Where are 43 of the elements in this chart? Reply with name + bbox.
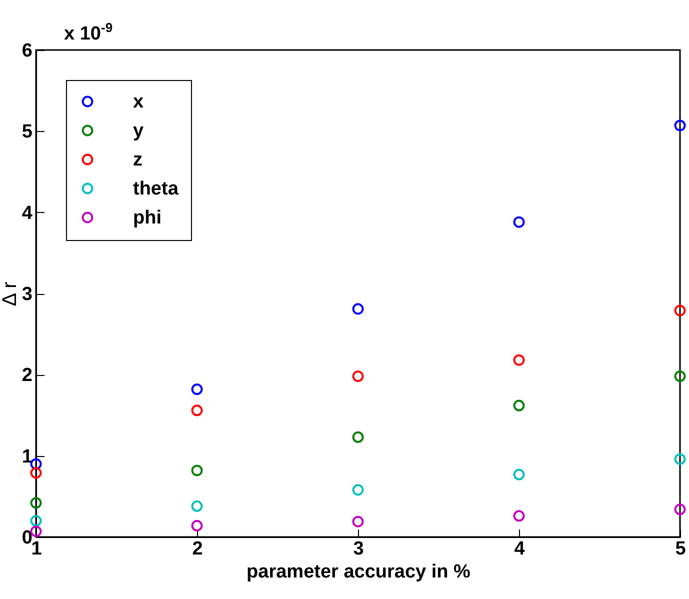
point bbox=[674, 453, 686, 465]
point bbox=[30, 458, 42, 470]
point bbox=[191, 384, 203, 396]
y-tick-label: 3 bbox=[22, 284, 32, 305]
point bbox=[352, 484, 364, 496]
y-tick-label: 6 bbox=[22, 40, 32, 62]
x-tick-label: 5 bbox=[675, 538, 686, 560]
point bbox=[513, 354, 525, 366]
point bbox=[513, 400, 525, 412]
legend-label: z bbox=[133, 150, 142, 170]
y-tick-label: 4 bbox=[22, 202, 33, 224]
legend-label: y bbox=[133, 120, 144, 142]
point bbox=[674, 504, 686, 516]
x-tick-label: 2 bbox=[192, 538, 203, 560]
point bbox=[352, 516, 364, 528]
point bbox=[513, 510, 525, 522]
point bbox=[191, 520, 203, 532]
text: x 10$^{-9}$ bbox=[64, 20, 113, 46]
y-tick-label: 5 bbox=[22, 122, 33, 143]
point bbox=[191, 464, 203, 476]
point bbox=[513, 216, 525, 228]
point bbox=[191, 500, 203, 512]
point bbox=[30, 497, 42, 509]
legend-label: phi bbox=[133, 208, 162, 228]
point bbox=[191, 404, 203, 416]
point bbox=[674, 370, 686, 382]
point bbox=[674, 304, 686, 316]
point bbox=[513, 468, 525, 480]
x-axis-title: parameter accuracy in % bbox=[246, 562, 471, 582]
point bbox=[674, 120, 686, 132]
y-tick-label: 2 bbox=[22, 365, 32, 386]
y-tick-label: 0 bbox=[22, 528, 32, 548]
legend-label: x bbox=[133, 92, 144, 112]
y-axis-title: Δ r bbox=[0, 281, 21, 306]
legend-label: theta bbox=[133, 178, 179, 200]
x-tick-label: 4 bbox=[514, 538, 526, 560]
x-tick-label: 3 bbox=[353, 538, 364, 560]
point bbox=[30, 467, 42, 479]
y-tick-label: 1 bbox=[22, 446, 33, 468]
point bbox=[30, 515, 42, 526]
point bbox=[352, 370, 364, 382]
point bbox=[352, 431, 364, 443]
point bbox=[352, 303, 364, 315]
